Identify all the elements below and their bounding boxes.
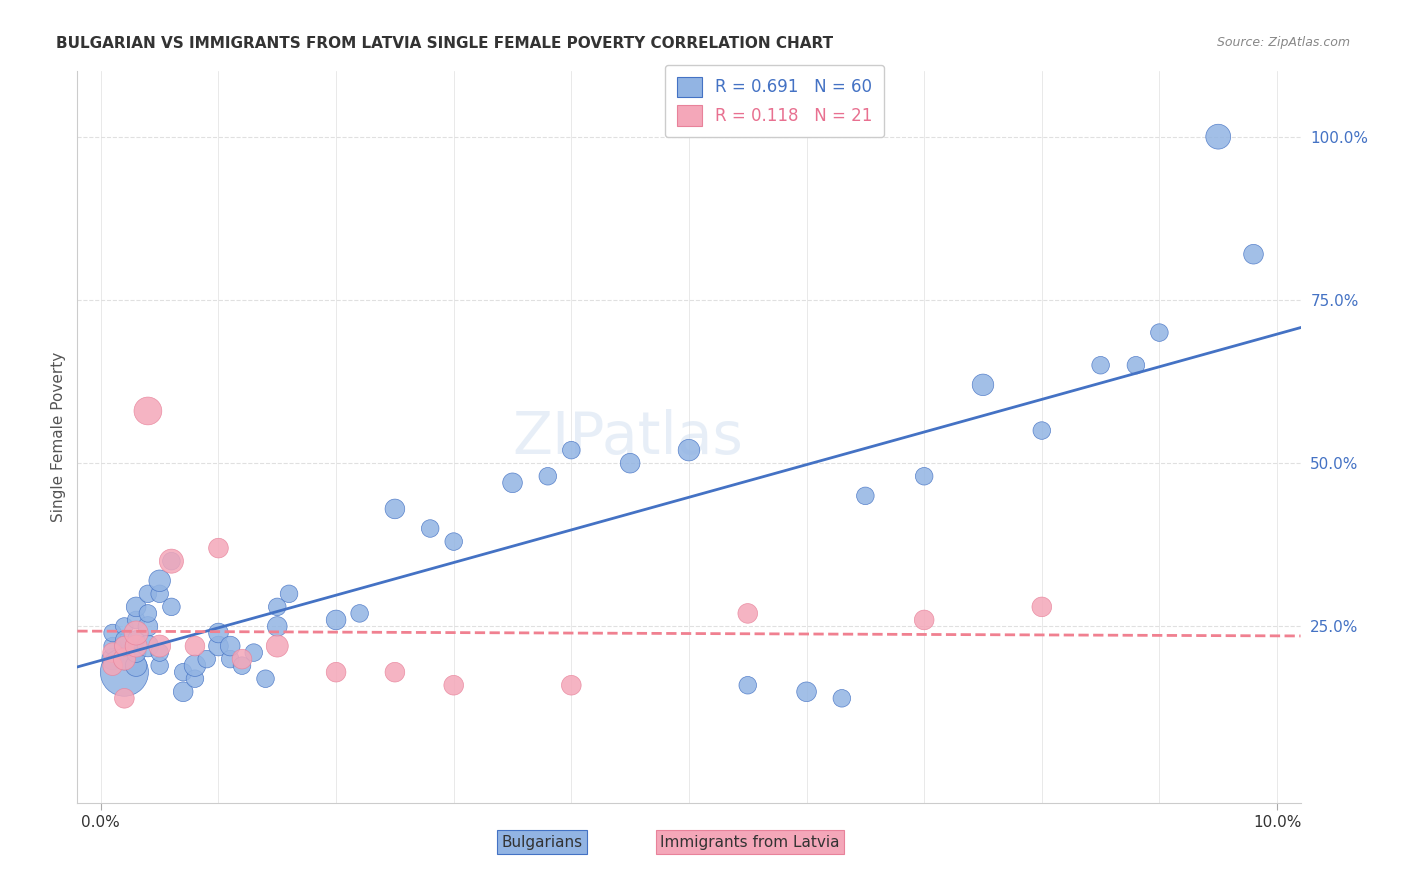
Point [231, 652, 253, 666]
Point [384, 502, 406, 516]
Text: Bulgarians: Bulgarians [502, 835, 582, 850]
Point [101, 658, 124, 673]
Point [443, 678, 465, 692]
Point [112, 652, 135, 666]
Point [101, 626, 124, 640]
Point [136, 404, 159, 418]
Text: BULGARIAN VS IMMIGRANTS FROM LATVIA SINGLE FEMALE POVERTY CORRELATION CHART: BULGARIAN VS IMMIGRANTS FROM LATVIA SING… [56, 36, 834, 51]
Point [1090, 358, 1112, 372]
Point [160, 554, 183, 568]
Point [560, 678, 582, 692]
Point [125, 646, 148, 660]
Point [112, 639, 135, 653]
Point [149, 639, 172, 653]
Text: ZIPatlas: ZIPatlas [512, 409, 744, 466]
Point [325, 665, 347, 680]
Point [219, 639, 242, 653]
Point [149, 574, 172, 588]
Point [136, 607, 159, 621]
Point [184, 658, 207, 673]
Point [537, 469, 560, 483]
Legend: R = 0.691   N = 60, R = 0.118   N = 21: R = 0.691 N = 60, R = 0.118 N = 21 [665, 65, 884, 137]
Point [737, 678, 759, 692]
Point [112, 652, 135, 666]
Point [125, 639, 148, 653]
Point [125, 658, 148, 673]
Point [149, 658, 172, 673]
Point [112, 619, 135, 633]
Point [384, 665, 406, 680]
Point [160, 599, 183, 614]
Point [443, 534, 465, 549]
Point [125, 626, 148, 640]
Point [125, 632, 148, 647]
Point [242, 646, 264, 660]
Point [912, 613, 935, 627]
Point [1206, 129, 1229, 144]
Point [266, 639, 288, 653]
Point [172, 665, 194, 680]
Point [101, 652, 124, 666]
Point [125, 613, 148, 627]
Point [1031, 599, 1053, 614]
Point [112, 691, 135, 706]
Point [136, 587, 159, 601]
Point [278, 587, 301, 601]
Text: Immigrants from Latvia: Immigrants from Latvia [661, 835, 839, 850]
Point [831, 691, 853, 706]
Point [219, 652, 242, 666]
Point [266, 599, 288, 614]
Point [112, 639, 135, 653]
Point [136, 619, 159, 633]
Point [160, 554, 183, 568]
Text: Source: ZipAtlas.com: Source: ZipAtlas.com [1216, 36, 1350, 49]
Point [112, 632, 135, 647]
Y-axis label: Single Female Poverty: Single Female Poverty [51, 352, 66, 522]
Point [1125, 358, 1147, 372]
Point [172, 685, 194, 699]
Point [207, 541, 229, 555]
Point [1031, 424, 1053, 438]
Point [149, 587, 172, 601]
Point [1243, 247, 1265, 261]
Point [502, 475, 524, 490]
Point [1149, 326, 1171, 340]
Point [125, 599, 148, 614]
Point [912, 469, 935, 483]
Point [972, 377, 994, 392]
Point [136, 639, 159, 653]
Point [195, 652, 218, 666]
Point [619, 456, 641, 470]
Point [853, 489, 876, 503]
Point [325, 613, 347, 627]
Point [737, 607, 759, 621]
Point [149, 646, 172, 660]
Point [207, 626, 229, 640]
Point [184, 639, 207, 653]
Point [349, 607, 371, 621]
Point [678, 443, 700, 458]
Point [560, 443, 582, 458]
Point [419, 521, 441, 535]
Point [101, 639, 124, 653]
Point [207, 639, 229, 653]
Point [266, 619, 288, 633]
Point [254, 672, 277, 686]
Point [112, 665, 135, 680]
Point [184, 672, 207, 686]
Point [796, 685, 818, 699]
Point [231, 658, 253, 673]
Point [101, 646, 124, 660]
